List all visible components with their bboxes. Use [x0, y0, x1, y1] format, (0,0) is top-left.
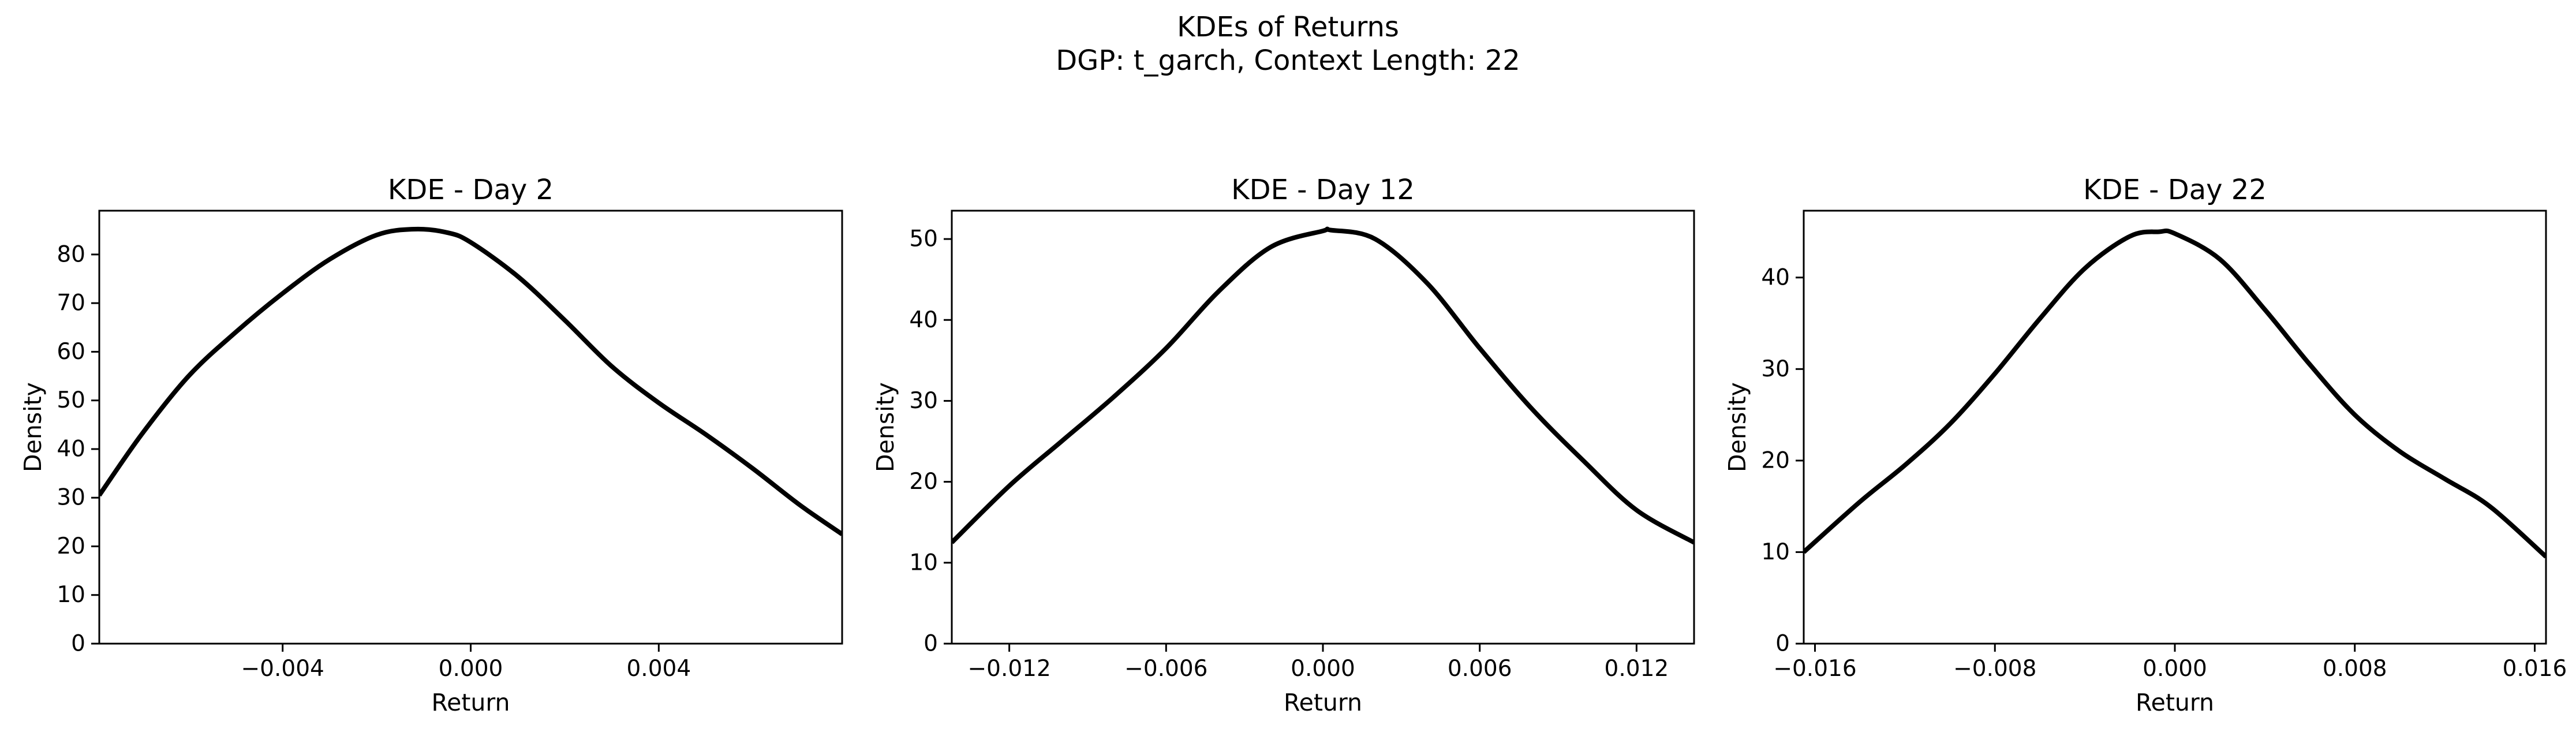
x-tick-label: −0.012	[967, 656, 1050, 682]
x-tick-label: −0.006	[1124, 656, 1207, 682]
panel-1: −0.004 0.000 0.004 0 10 20 30 40 50 60 70 80 KDE - D…	[19, 174, 843, 716]
y-tick-label: 0	[71, 631, 85, 657]
x-tick-label: −0.008	[1953, 656, 2036, 682]
y-tick-label: 20	[57, 533, 85, 559]
y-tick-label: 10	[909, 550, 938, 576]
y-tick-label: 80	[57, 241, 85, 267]
x-tick-label: 0.016	[2503, 656, 2567, 682]
y-tick-label: 20	[909, 469, 938, 495]
figure-title: KDEs of Returns DGP: t_garch, Context Le…	[0, 10, 2576, 77]
y-tick-label: 30	[57, 485, 85, 511]
y-tick-label: 20	[1761, 447, 1790, 473]
x-tick-label: 0.004	[626, 656, 691, 682]
y-axis-label-2: Density	[872, 382, 899, 472]
figure-title-line-1: KDEs of Returns	[1177, 11, 1399, 43]
x-tick-label: 0.000	[2143, 656, 2207, 682]
x-tick-label: 0.000	[1291, 656, 1355, 682]
y-tick-label: 40	[57, 436, 85, 462]
x-axis-label-2: Return	[1284, 689, 1362, 716]
panel-2: −0.012 −0.006 0.000 0.006 0.012 0 10 20 30 40 50 KD…	[872, 174, 1695, 716]
y-tick-label: 0	[924, 631, 938, 657]
kde-line-2	[952, 226, 1694, 545]
kde-line-3	[1804, 228, 2546, 559]
y-tick-label: 0	[1775, 631, 1790, 657]
y-tick-label: 40	[1761, 264, 1790, 290]
x-axis-label-1: Return	[431, 689, 510, 716]
x-tick-label: 0.006	[1448, 656, 1512, 682]
figure-title-line-2: DGP: t_garch, Context Length: 22	[1056, 44, 1520, 77]
y-axis-label-1: Density	[19, 382, 47, 472]
axes-frame-2	[951, 210, 1695, 645]
y-tick-label: 50	[57, 387, 85, 413]
y-tick-label: 30	[909, 388, 938, 414]
y-tick-label: 60	[57, 339, 85, 365]
x-tick-label: 0.000	[439, 656, 503, 682]
y-tick-label: 10	[1761, 539, 1790, 565]
axes-frame-1	[98, 210, 843, 645]
panel-title-1: KDE - Day 2	[388, 174, 554, 206]
x-tick-label: 0.012	[1605, 656, 1669, 682]
y-tick-label: 40	[909, 307, 938, 333]
panel-title-2: KDE - Day 12	[1231, 174, 1415, 206]
y-tick-label: 70	[57, 290, 85, 316]
y-tick-label: 30	[1761, 356, 1790, 382]
y-tick-label: 50	[909, 226, 938, 252]
panel-title-3: KDE - Day 22	[2083, 174, 2267, 206]
y-tick-label: 10	[57, 582, 85, 608]
x-axis-label-3: Return	[2136, 689, 2214, 716]
y-axis-label-3: Density	[1723, 382, 1751, 472]
x-tick-label: −0.016	[1773, 656, 1856, 682]
x-tick-label: −0.004	[241, 656, 324, 682]
axes-frame-3	[1803, 210, 2547, 645]
panel-3: −0.016 −0.008 0.000 0.008 0.016 0 10 20 30 40 KDE …	[1723, 174, 2567, 716]
kde-line-1	[99, 226, 842, 536]
x-tick-label: 0.008	[2323, 656, 2387, 682]
